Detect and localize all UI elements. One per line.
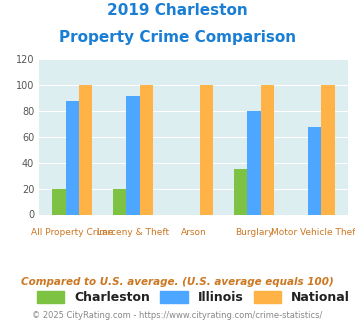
- Text: Compared to U.S. average. (U.S. average equals 100): Compared to U.S. average. (U.S. average …: [21, 277, 334, 287]
- Bar: [321, 85, 334, 214]
- Text: Arson: Arson: [181, 228, 206, 237]
- Bar: [261, 85, 274, 214]
- Text: Larceny & Theft: Larceny & Theft: [97, 228, 169, 237]
- Text: © 2025 CityRating.com - https://www.cityrating.com/crime-statistics/: © 2025 CityRating.com - https://www.city…: [32, 311, 323, 320]
- Text: 2019 Charleston: 2019 Charleston: [107, 3, 248, 18]
- Bar: [113, 189, 126, 214]
- Bar: [53, 189, 66, 214]
- Legend: Charleston, Illinois, National: Charleston, Illinois, National: [32, 286, 355, 309]
- Text: Motor Vehicle Theft: Motor Vehicle Theft: [271, 228, 355, 237]
- Text: All Property Crime: All Property Crime: [31, 228, 114, 237]
- Bar: [140, 85, 153, 214]
- Bar: [200, 85, 213, 214]
- Bar: [79, 85, 92, 214]
- Bar: [126, 96, 140, 214]
- Bar: [66, 101, 79, 214]
- Bar: [247, 111, 261, 214]
- Bar: [234, 169, 247, 214]
- Bar: [308, 127, 321, 214]
- Text: Property Crime Comparison: Property Crime Comparison: [59, 30, 296, 45]
- Text: Burglary: Burglary: [235, 228, 273, 237]
